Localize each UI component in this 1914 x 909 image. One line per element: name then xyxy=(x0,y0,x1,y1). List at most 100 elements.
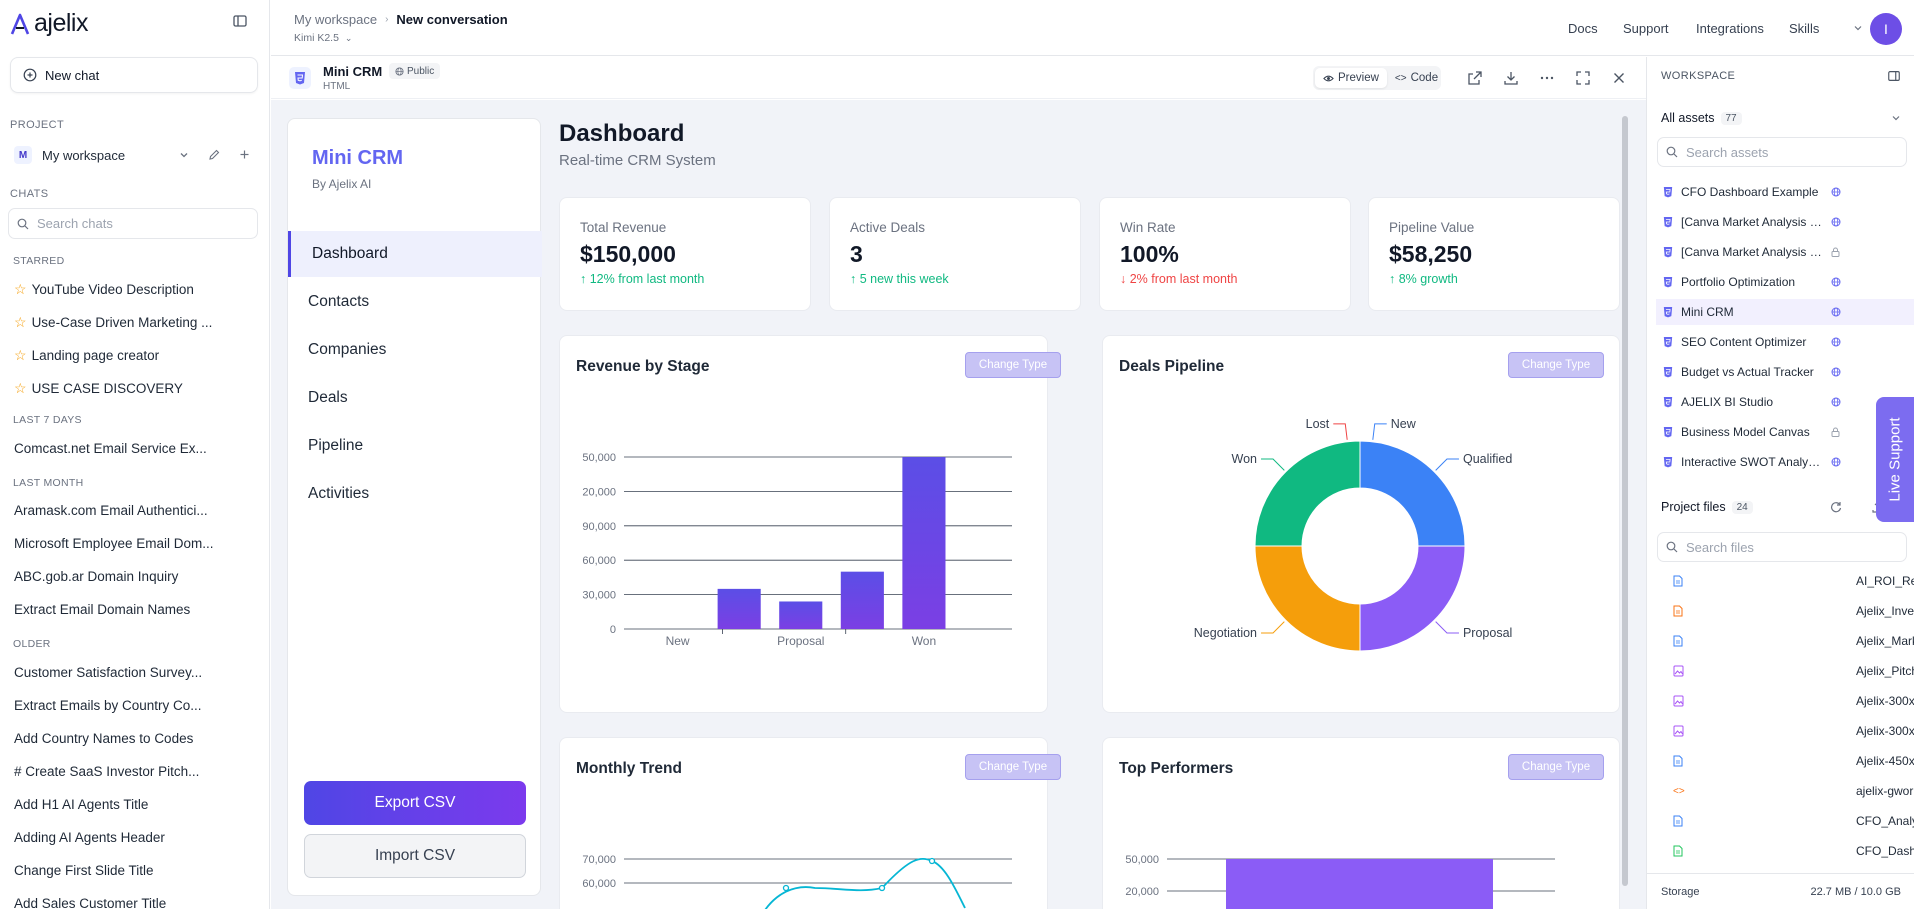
user-avatar[interactable]: I xyxy=(1870,13,1902,45)
chat-item[interactable]: # Create SaaS Investor Pitch... xyxy=(14,764,200,779)
chat-item[interactable]: Add Country Names to Codes xyxy=(14,731,194,746)
asset-item[interactable]: AJELIX BI Studio xyxy=(1656,389,1914,415)
file-item[interactable]: Ajelix-450x150.pdf xyxy=(1673,750,1914,772)
chat-item[interactable]: ☆ Use-Case Driven Marketing ... xyxy=(14,314,213,330)
asset-item[interactable]: CFO Dashboard Example xyxy=(1656,179,1914,205)
file-item[interactable]: <> ajelix-gworkspace-faee7ce8a4c... xyxy=(1673,780,1914,802)
chat-item[interactable]: Adding AI Agents Header xyxy=(14,830,165,845)
more-icon[interactable] xyxy=(1538,69,1556,87)
asset-item[interactable]: Mini CRM xyxy=(1656,299,1914,325)
model-selector[interactable]: Kimi K2.5 ⌄ xyxy=(294,32,352,44)
code-tab[interactable]: <> Code xyxy=(1394,72,1439,84)
artifact-preview: Mini CRM By Ajelix AI Dashboard Contacts… xyxy=(271,100,1646,909)
sidebar-collapse-icon[interactable] xyxy=(232,13,250,31)
preview-tab[interactable]: Preview xyxy=(1315,68,1387,88)
chevron-down-icon[interactable] xyxy=(178,149,190,161)
export-csv-button[interactable]: Export CSV xyxy=(304,781,526,825)
trend-point[interactable] xyxy=(878,884,886,892)
chat-item[interactable]: Change First Slide Title xyxy=(14,863,154,878)
asset-item[interactable]: SEO Content Optimizer xyxy=(1656,329,1914,355)
bar[interactable] xyxy=(717,588,761,629)
asset-item[interactable]: [Canva Market Analysis Dashbo... xyxy=(1656,209,1914,235)
chat-item[interactable]: ABC.gob.ar Domain Inquiry xyxy=(14,569,179,584)
search-assets-input[interactable]: Search assets xyxy=(1657,137,1907,167)
nav-integrations[interactable]: Integrations xyxy=(1696,21,1764,36)
donut-slice[interactable] xyxy=(1254,545,1361,652)
nav-docs[interactable]: Docs xyxy=(1568,21,1598,36)
change-type-button[interactable]: Change Type xyxy=(965,352,1061,378)
asset-item[interactable]: Budget vs Actual Tracker xyxy=(1656,359,1914,385)
nav-support[interactable]: Support xyxy=(1623,21,1669,36)
file-item[interactable]: Ajelix_Investor_Pitch_Deck.pptx xyxy=(1673,600,1914,622)
close-icon[interactable] xyxy=(1610,69,1628,87)
bar[interactable] xyxy=(902,457,946,629)
star-icon: ☆ xyxy=(14,380,27,396)
chat-item[interactable]: Customer Satisfaction Survey... xyxy=(14,665,203,680)
y-tick-label: 20,000 xyxy=(582,486,616,498)
open-external-icon[interactable] xyxy=(1466,69,1484,87)
nav-skills[interactable]: Skills xyxy=(1789,21,1820,36)
y-tick-label: 30,000 xyxy=(582,590,616,602)
left-sidebar: ajelix New chat PROJECT M My workspace C… xyxy=(0,0,270,909)
file-item[interactable]: Ajelix_Pitch_Slide_12.jpg xyxy=(1673,660,1914,682)
all-assets-filter[interactable]: All assets 77 xyxy=(1661,111,1742,125)
bar[interactable] xyxy=(779,601,823,629)
search-chats-input[interactable]: Search chats xyxy=(8,208,258,239)
chat-item[interactable]: Add H1 AI Agents Title xyxy=(14,797,149,812)
asset-item[interactable]: [Canva Market Analysis Dashbo... xyxy=(1656,239,1914,265)
donut-slice[interactable] xyxy=(1254,440,1361,547)
ajelix-logo[interactable]: ajelix xyxy=(10,9,88,38)
bar[interactable] xyxy=(840,571,884,629)
chat-item[interactable]: ☆ YouTube Video Description xyxy=(14,281,194,297)
live-support-button[interactable]: Live Support xyxy=(1876,397,1914,522)
chat-item[interactable]: Add Sales Customer Title xyxy=(14,896,167,909)
file-item[interactable]: Ajelix_Marketing_Descriptions.d... xyxy=(1673,630,1914,652)
file-item[interactable]: Ajelix-300x100.png xyxy=(1673,720,1914,742)
donut-slice[interactable] xyxy=(1359,440,1466,547)
crm-nav-deals[interactable]: Deals xyxy=(308,389,348,406)
chat-item[interactable]: Aramask.com Email Authentici... xyxy=(14,503,208,518)
chat-item[interactable]: Extract Email Domain Names xyxy=(14,602,191,617)
bar[interactable] xyxy=(1226,859,1493,909)
change-type-button[interactable]: Change Type xyxy=(965,754,1061,780)
new-chat-button[interactable]: New chat xyxy=(10,57,258,93)
breadcrumb-workspace[interactable]: My workspace xyxy=(294,12,378,27)
file-item[interactable]: Ajelix-300x100-White.png xyxy=(1673,690,1914,712)
add-icon[interactable] xyxy=(238,148,251,161)
trend-point[interactable] xyxy=(782,884,790,892)
refresh-icon[interactable] xyxy=(1829,500,1843,514)
file-item[interactable]: CFO_Analysis_2023.pdf xyxy=(1673,810,1914,832)
chat-item[interactable]: ☆ USE CASE DISCOVERY xyxy=(14,380,183,396)
chevron-down-icon[interactable] xyxy=(1891,113,1901,123)
file-name: CFO_Dashboard_2023.xlsx xyxy=(1856,844,1914,858)
crm-nav-contacts[interactable]: Contacts xyxy=(308,293,370,310)
chat-item[interactable]: ☆ Landing page creator xyxy=(14,347,160,363)
brand-name: ajelix xyxy=(34,9,88,37)
crm-nav-activities[interactable]: Activities xyxy=(308,485,370,502)
chevron-down-icon[interactable] xyxy=(1853,23,1863,33)
change-type-button[interactable]: Change Type xyxy=(1508,754,1604,780)
donut-slice[interactable] xyxy=(1359,545,1466,652)
crm-nav-companies[interactable]: Companies xyxy=(308,341,387,358)
crm-nav-pipeline[interactable]: Pipeline xyxy=(308,437,364,454)
search-files-input[interactable]: Search files xyxy=(1657,532,1907,562)
asset-item[interactable]: Interactive SWOT Analysis Tool xyxy=(1656,449,1914,475)
import-csv-button[interactable]: Import CSV xyxy=(304,834,526,878)
asset-item[interactable]: Business Model Canvas xyxy=(1656,419,1914,445)
change-type-button[interactable]: Change Type xyxy=(1508,352,1604,378)
crm-nav-dashboard[interactable]: Dashboard xyxy=(288,231,542,277)
fullscreen-icon[interactable] xyxy=(1574,69,1592,87)
chat-item[interactable]: Comcast.net Email Service Ex... xyxy=(14,441,207,456)
file-item[interactable]: CFO_Dashboard_2023.xlsx xyxy=(1673,840,1914,862)
edit-icon[interactable] xyxy=(208,148,221,161)
panel-collapse-icon[interactable] xyxy=(1887,69,1901,83)
chat-item[interactable]: Microsoft Employee Email Dom... xyxy=(14,536,214,551)
trend-point[interactable] xyxy=(928,857,936,865)
download-icon[interactable] xyxy=(1502,69,1520,87)
preview-scrollbar[interactable] xyxy=(1622,116,1628,886)
star-icon: ☆ xyxy=(14,314,27,330)
file-item[interactable]: AI_ROI_Research_Report_2025.p... xyxy=(1673,570,1914,592)
chat-item[interactable]: Extract Emails by Country Co... xyxy=(14,698,202,713)
asset-item[interactable]: Portfolio Optimization xyxy=(1656,269,1914,295)
project-selector[interactable]: M My workspace xyxy=(14,144,258,166)
